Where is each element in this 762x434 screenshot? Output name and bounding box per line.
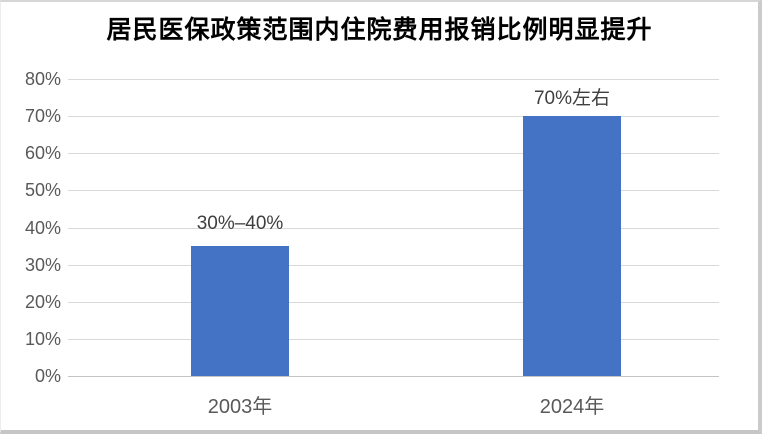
ytick-label-50%: 50% [24,180,61,201]
x-axis-line [68,376,719,377]
ytick-label-10%: 10% [24,328,61,349]
xtick-label-2003年: 2003年 [207,396,273,418]
chart-title: 居民医保政策范围内住院费用报销比例明显提升 [106,16,653,44]
gridline-30% [68,264,719,266]
ytick-label-40%: 40% [24,217,61,238]
ytick-label-0%: 0% [34,366,61,386]
ytick-label-70%: 70% [24,106,61,127]
gridline-40% [68,227,719,229]
bar-2003年 [191,246,289,376]
data-label-2003年: 30%–40% [196,213,284,234]
gridline-10% [68,338,719,340]
ytick-label-80%: 80% [24,69,61,89]
gridline-20% [68,301,719,303]
gridline-70% [68,116,719,118]
gridline-50% [68,190,719,192]
gridline-60% [68,153,719,155]
ytick-label-30%: 30% [24,254,61,275]
plot-area [68,79,719,377]
ytick-label-60%: 60% [24,143,61,164]
gridline-80% [68,79,719,80]
ytick-label-20%: 20% [24,291,61,312]
data-label-2024年: 70%左右 [533,88,611,109]
xtick-label-2024年: 2024年 [539,396,605,418]
bar-2024年 [523,116,621,376]
